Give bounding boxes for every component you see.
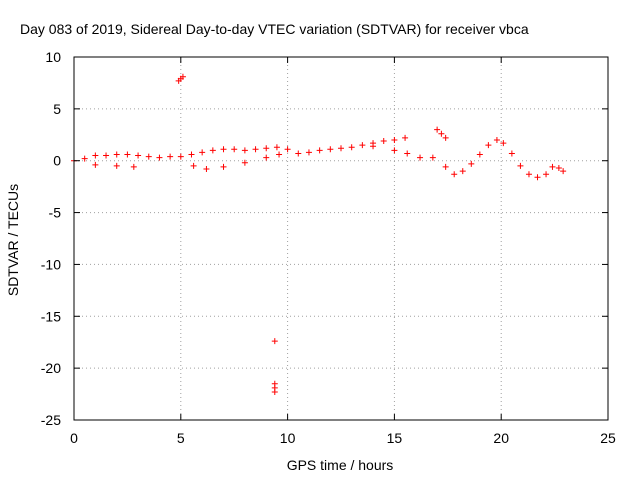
data-point bbox=[284, 146, 291, 153]
data-point bbox=[220, 146, 227, 153]
data-point bbox=[508, 150, 515, 157]
data-point bbox=[209, 147, 216, 154]
data-point bbox=[263, 145, 270, 152]
y-tick-label: 0 bbox=[53, 153, 61, 169]
data-point bbox=[493, 136, 500, 143]
data-point bbox=[130, 163, 137, 170]
x-axis-label: GPS time / hours bbox=[287, 457, 394, 473]
data-point bbox=[103, 152, 110, 159]
series-main-track bbox=[71, 134, 409, 164]
x-tick-label: 25 bbox=[600, 430, 616, 446]
data-point bbox=[167, 153, 174, 160]
series-layer bbox=[71, 73, 567, 395]
data-point bbox=[442, 134, 449, 141]
y-tick-label: 10 bbox=[45, 49, 61, 65]
data-point bbox=[359, 142, 366, 149]
data-point bbox=[434, 126, 441, 133]
data-point bbox=[468, 160, 475, 167]
data-point bbox=[560, 168, 567, 175]
data-point bbox=[451, 171, 458, 178]
grid-lines bbox=[74, 57, 608, 420]
data-point bbox=[517, 162, 524, 169]
y-tick-label: -15 bbox=[41, 308, 61, 324]
data-point bbox=[113, 162, 120, 169]
data-point bbox=[500, 140, 507, 147]
x-tick-label: 5 bbox=[177, 430, 185, 446]
data-point bbox=[534, 174, 541, 181]
data-point bbox=[252, 146, 259, 153]
data-point bbox=[92, 161, 99, 168]
data-point bbox=[92, 152, 99, 159]
data-point bbox=[348, 144, 355, 151]
data-point bbox=[485, 142, 492, 149]
data-point bbox=[402, 134, 409, 141]
data-point bbox=[177, 153, 184, 160]
data-point bbox=[380, 138, 387, 145]
data-point bbox=[276, 151, 283, 158]
data-point bbox=[391, 136, 398, 143]
data-point bbox=[543, 171, 550, 178]
x-tick-label: 15 bbox=[387, 430, 403, 446]
y-tick-label: 5 bbox=[53, 101, 61, 117]
x-tick-label: 10 bbox=[280, 430, 296, 446]
y-tick-label: -25 bbox=[41, 412, 61, 428]
y-axis-label: SDTVAR / TECUs bbox=[5, 184, 21, 296]
data-point bbox=[145, 153, 152, 160]
data-point bbox=[429, 154, 436, 161]
data-point bbox=[271, 338, 278, 345]
data-point bbox=[555, 164, 562, 171]
data-point bbox=[241, 147, 248, 154]
data-point bbox=[476, 151, 483, 158]
data-point bbox=[438, 130, 445, 137]
data-point bbox=[273, 144, 280, 151]
axis-ticks: 0 5 10 15 20 25 -25 -20 -15 -10 -5 0 5 10 bbox=[41, 49, 616, 446]
series-late-track bbox=[370, 136, 567, 181]
y-tick-label: -5 bbox=[49, 205, 62, 221]
series-lower-branch bbox=[92, 151, 283, 173]
data-point bbox=[295, 150, 302, 157]
data-point bbox=[81, 155, 88, 162]
data-point bbox=[199, 149, 206, 156]
chart-title: Day 083 of 2019, Sidereal Day-to-day VTE… bbox=[20, 21, 529, 37]
x-tick-label: 20 bbox=[493, 430, 509, 446]
y-tick-label: -20 bbox=[41, 360, 61, 376]
data-point bbox=[459, 168, 466, 175]
data-point bbox=[271, 388, 278, 395]
data-point bbox=[404, 150, 411, 157]
data-point bbox=[188, 151, 195, 158]
data-point bbox=[525, 171, 532, 178]
data-point bbox=[220, 163, 227, 170]
series-isolated-points bbox=[175, 73, 449, 395]
data-point bbox=[135, 152, 142, 159]
data-point bbox=[190, 162, 197, 169]
data-point bbox=[179, 73, 186, 80]
y-tick-label: -10 bbox=[41, 256, 61, 272]
data-point bbox=[316, 147, 323, 154]
data-point bbox=[549, 163, 556, 170]
data-point bbox=[231, 146, 238, 153]
data-point bbox=[338, 145, 344, 152]
data-point bbox=[370, 143, 377, 150]
data-point bbox=[113, 151, 120, 158]
data-point bbox=[241, 159, 248, 166]
data-point bbox=[327, 146, 334, 153]
data-point bbox=[156, 154, 163, 161]
data-point bbox=[391, 147, 398, 154]
data-point bbox=[203, 166, 210, 173]
data-point bbox=[305, 149, 312, 156]
data-point bbox=[263, 154, 270, 161]
x-tick-label: 0 bbox=[70, 430, 78, 446]
data-point bbox=[442, 163, 449, 170]
data-point bbox=[417, 154, 424, 161]
data-point bbox=[124, 151, 131, 158]
plot-frame bbox=[73, 56, 609, 421]
